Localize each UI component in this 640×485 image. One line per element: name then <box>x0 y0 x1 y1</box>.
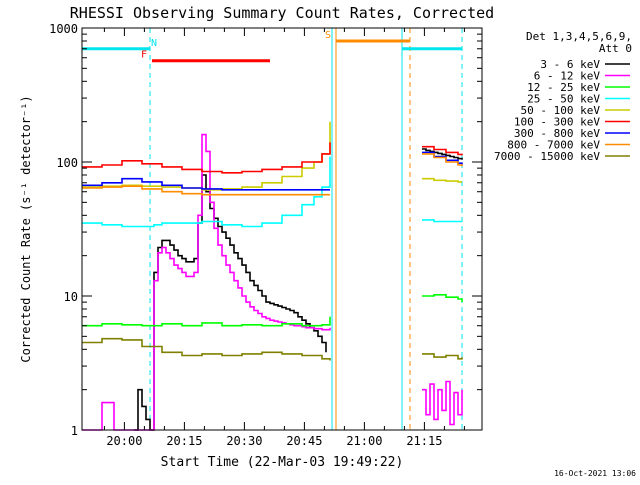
series-12-25-kev-segment-2 <box>422 294 463 303</box>
series-7000-15000-kev-segment-1 <box>82 337 331 361</box>
plot-frame <box>81 27 483 431</box>
y-tick-label-10: 10 <box>64 290 78 304</box>
series-800-7000-kev-segment-2 <box>422 153 463 167</box>
legend-label-300-800-kev: 300 - 800 keV <box>514 127 600 140</box>
footer-timestamp: 16-Oct-2021 13:06 <box>554 469 636 478</box>
flag-label-s: S <box>325 30 331 41</box>
series-3-6-kev-segment-2 <box>422 148 463 160</box>
series-25-50-kev-segment-1 <box>82 156 331 228</box>
legend-header-line-1: Det 1,3,4,5,6,9, <box>526 30 632 43</box>
series-12-25-kev-segment-1 <box>82 316 331 327</box>
x-tick-label-20-15: 20:15 <box>166 434 202 448</box>
legend-label-12-25-kev: 12 - 25 keV <box>527 81 600 94</box>
legend-label-800-7000-kev: 800 - 7000 keV <box>507 139 600 152</box>
legend-label-25-50-kev: 25 - 50 keV <box>527 93 600 106</box>
x-tick-label-20-30: 20:30 <box>226 434 262 448</box>
x-tick-label-21-00: 21:00 <box>346 434 382 448</box>
x-axis-label: Start Time (22-Mar-03 19:49:22) <box>161 455 404 470</box>
x-tick-label-21-15: 21:15 <box>406 434 442 448</box>
y-tick-label-100: 100 <box>56 156 78 170</box>
legend-label-3-6-kev: 3 - 6 keV <box>540 58 600 71</box>
series-50-100-kev-segment-2 <box>422 177 462 183</box>
flag-label-f: F <box>141 50 147 61</box>
chart-title: RHESSI Observing Summary Count Rates, Co… <box>70 4 494 22</box>
series-7000-15000-kev-segment-2 <box>422 353 463 360</box>
series-25-50-kev-segment-2 <box>422 219 462 223</box>
series-300-800-kev-segment-1 <box>82 177 330 191</box>
y-axis-label: Corrected Count Rate (s⁻¹ detector⁻¹) <box>19 95 33 362</box>
series-800-7000-kev-segment-1 <box>82 185 330 196</box>
legend-label-7000-15000-kev: 7000 - 15000 keV <box>494 150 600 163</box>
series-6-12-kev-segment-1 <box>82 133 331 431</box>
flag-label-n: N <box>151 38 157 49</box>
legend-label-50-100-kev: 50 - 100 keV <box>521 104 601 117</box>
x-tick-label-20-45: 20:45 <box>286 434 322 448</box>
y-tick-label-1: 1 <box>71 424 78 438</box>
y-tick-label-1000: 1000 <box>49 22 78 36</box>
series-3-6-kev-segment-1 <box>134 174 327 431</box>
legend-header-line-2: Att 0 <box>599 42 632 55</box>
series-100-300-kev-segment-1 <box>82 142 331 174</box>
series-6-12-kev-segment-2 <box>422 380 463 426</box>
legend-label-100-300-kev: 100 - 300 keV <box>514 116 600 129</box>
legend-label-6-12-kev: 6 - 12 keV <box>534 70 601 83</box>
series-100-300-kev-segment-2 <box>422 145 463 156</box>
x-tick-label-20-00: 20:00 <box>106 434 142 448</box>
